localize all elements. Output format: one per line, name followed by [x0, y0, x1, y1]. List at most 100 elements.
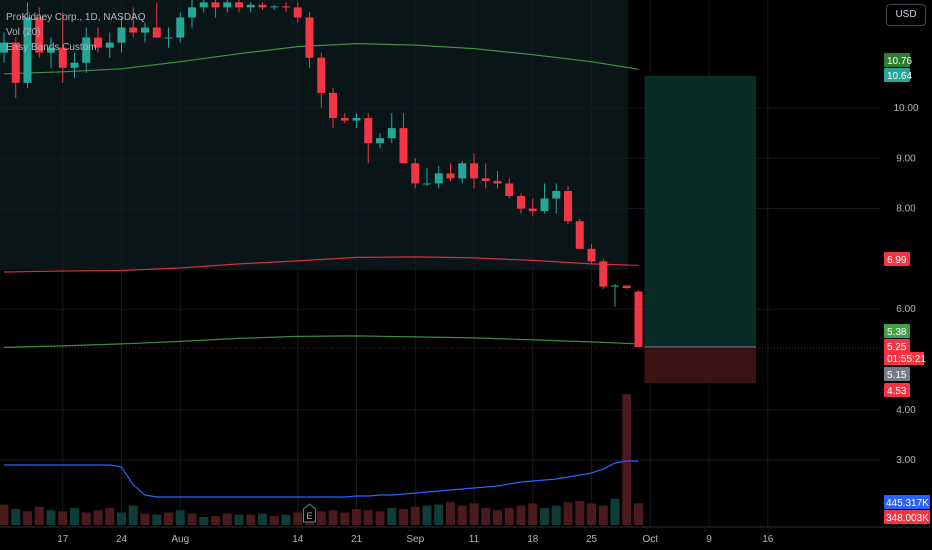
candle-body: [329, 92, 337, 119]
candle-body: [176, 17, 185, 38]
volume-bar: [493, 510, 502, 525]
candle-body: [364, 118, 373, 144]
candle-body: [517, 196, 525, 209]
volume-bar: [140, 513, 150, 525]
volume-bar: [410, 506, 420, 525]
candle-body: [505, 183, 514, 197]
volume-bars: [0, 393, 643, 525]
volume-bar: [246, 514, 256, 525]
volume-bar: [528, 503, 538, 525]
volume-bar: [11, 509, 21, 525]
candle-body: [258, 4, 267, 8]
volume-bar: [469, 503, 479, 525]
candle-body: [129, 27, 138, 33]
volume-bar: [0, 504, 9, 525]
candle-body: [223, 2, 232, 8]
candle-body: [246, 4, 255, 8]
candle-body: [528, 208, 537, 212]
long-position-tool[interactable]: [0, 75, 880, 384]
volume-bar: [340, 512, 350, 525]
volume-bar: [399, 509, 408, 525]
candle-body: [434, 173, 443, 184]
candle-body: [540, 198, 549, 212]
volume-bar: [540, 507, 549, 525]
volume-bar: [93, 510, 103, 525]
candle-body: [105, 42, 114, 48]
volume-bar: [481, 507, 491, 525]
candle-body: [564, 190, 572, 222]
candle-body: [117, 27, 126, 43]
symbol-title[interactable]: ProKidney Corp., 1D, NASDAQ: [6, 12, 146, 23]
volume-bar: [128, 505, 138, 525]
price-tag: [884, 367, 910, 381]
price-tag-label: 10.64: [887, 71, 912, 82]
candle-body: [23, 17, 32, 83]
candle-body: [141, 27, 149, 33]
volume-bar: [281, 514, 291, 525]
volume-bar: [211, 515, 220, 525]
volume-bar: [363, 510, 373, 525]
candle-body: [94, 37, 102, 48]
candle-body: [70, 62, 79, 68]
price-tag-label: 4.53: [887, 386, 907, 397]
x-tick-label: 9: [706, 534, 712, 545]
volume-bar: [316, 511, 326, 525]
earnings-marker-label: E: [306, 511, 312, 521]
candle-body: [599, 261, 608, 287]
volume-bar: [551, 505, 561, 525]
band-lower-line: [3, 335, 639, 348]
candle-body: [399, 128, 408, 164]
price-tag-label: 10.76: [887, 56, 912, 67]
volume-bar: [575, 501, 585, 525]
volume-bar: [222, 513, 232, 525]
candle-body: [305, 17, 314, 58]
candle-body: [411, 163, 420, 184]
volume-bar: [375, 511, 385, 525]
candle-body: [634, 291, 643, 347]
candle-body: [552, 190, 561, 199]
currency-button[interactable]: USD: [886, 4, 926, 26]
volume-bar: [587, 503, 596, 525]
volume-bar: [434, 504, 444, 525]
candle-body: [152, 27, 161, 38]
candle-body: [587, 248, 596, 262]
volume-bar: [504, 507, 514, 525]
candle-body: [164, 37, 173, 39]
volume-bar: [563, 502, 573, 525]
time-axis[interactable]: 17 24 Aug 14 21 Sep 11 18 25 Oct 9 16: [0, 526, 932, 545]
x-tick-label: 16: [762, 534, 774, 545]
countdown-tag: [884, 352, 924, 365]
bands-indicator-label[interactable]: Easy Bands Custom: [6, 42, 97, 53]
price-tag-label: 5.38: [887, 327, 907, 338]
candle-body: [470, 163, 478, 179]
price-tag: [884, 383, 910, 397]
volume-tag: [884, 510, 930, 524]
volume-tag: [884, 495, 930, 509]
x-tick-label: 24: [116, 534, 128, 545]
candle-body: [458, 163, 467, 179]
volume-bar: [457, 505, 467, 525]
candle-body: [211, 2, 220, 8]
volume-bar: [634, 503, 643, 525]
candle-body: [82, 37, 91, 63]
candle-body: [35, 17, 44, 53]
volume-bar: [46, 510, 56, 525]
volume-bar: [269, 515, 279, 525]
earnings-marker[interactable]: E: [303, 503, 316, 523]
x-tick-label: Oct: [642, 534, 658, 545]
volume-indicator-label[interactable]: Vol (20): [6, 27, 41, 38]
x-tick-label: Aug: [171, 534, 189, 545]
candle-body: [387, 128, 396, 139]
candle-body: [611, 285, 619, 287]
upper-band-fill: [0, 0, 628, 270]
volume-bar: [199, 517, 209, 525]
candle-body: [352, 118, 361, 121]
volume-bar: [293, 512, 303, 525]
volume-bar: [422, 505, 432, 525]
volume-bar: [387, 507, 397, 525]
volume-bar: [117, 512, 126, 525]
volume-bar: [23, 511, 32, 525]
